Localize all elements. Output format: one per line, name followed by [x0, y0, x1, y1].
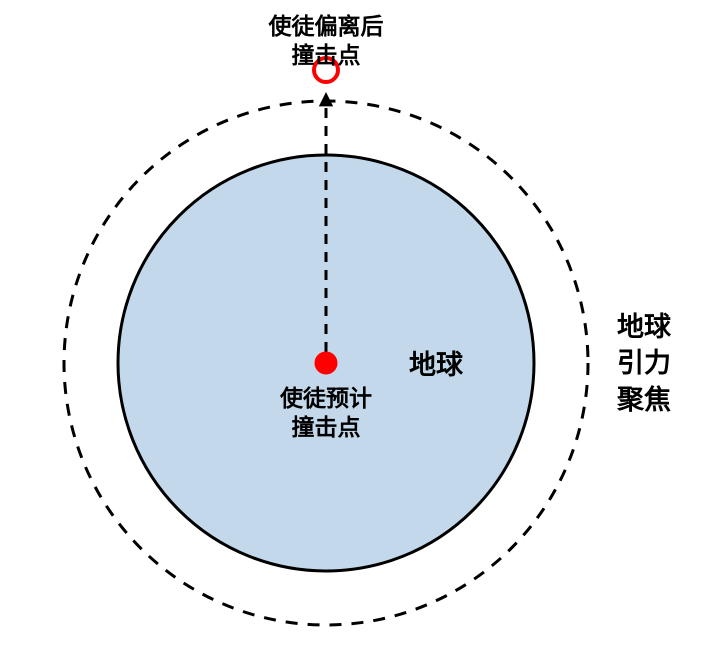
label-gravity-focus: 地球 引力 聚焦: [604, 309, 684, 418]
predicted-impact-dot: [315, 352, 337, 374]
label-predicted-impact-line1: 使徒预计: [206, 384, 446, 413]
trajectory-arrowhead: [319, 92, 333, 106]
label-gravity-focus-line1: 地球: [604, 309, 684, 345]
label-gravity-focus-line2: 引力: [604, 345, 684, 381]
label-displaced-impact: 使徒偏离后 撞击点: [206, 12, 446, 70]
label-predicted-impact-line2: 撞击点: [206, 413, 446, 442]
label-earth-text: 地球: [409, 350, 463, 380]
label-predicted-impact: 使徒预计 撞击点: [206, 384, 446, 442]
label-earth: 地球: [396, 349, 476, 383]
label-displaced-impact-line1: 使徒偏离后: [206, 12, 446, 41]
label-displaced-impact-line2: 撞击点: [206, 41, 446, 70]
label-gravity-focus-line3: 聚焦: [604, 382, 684, 418]
